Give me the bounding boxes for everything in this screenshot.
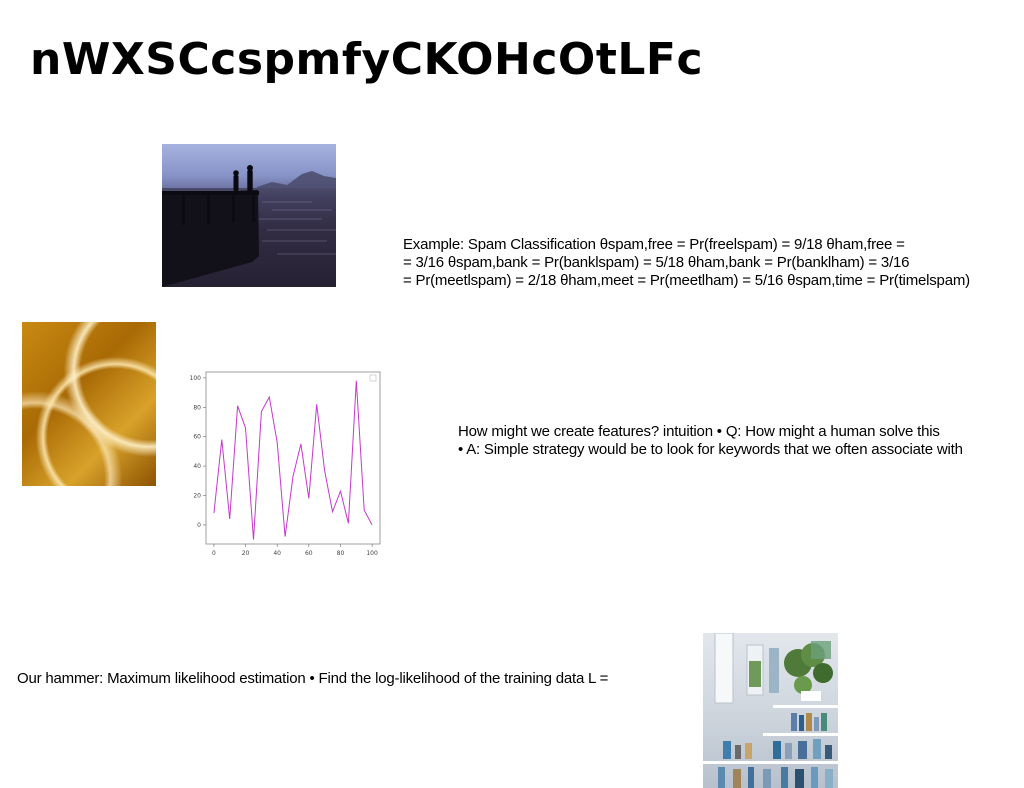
amber-abstract-photo [22,322,156,486]
spam-example-line: Example: Spam Classification θspam,free … [403,236,905,253]
x-tick-label: 80 [337,550,345,557]
features-line: How might we create features? intuition … [458,423,940,440]
slide-title: nWXSCcspmfyCKOHcOtLFc [30,34,704,85]
y-tick-label: 100 [190,375,202,382]
line-chart: 0 20 40 60 80 100 0 20 40 60 80 100 [186,366,386,567]
x-tick-label: 20 [242,550,250,557]
x-tick-label: 0 [212,550,216,557]
features-text: How might we create features? intuition … [458,423,963,459]
shop-photo [703,633,838,788]
series-line [213,380,373,540]
pier-photo-art [162,165,336,287]
y-tick-label: 60 [193,434,201,441]
y-tick-label: 80 [193,404,201,411]
x-tick-label: 100 [366,550,378,557]
pier-photo [162,144,336,287]
x-tick-label: 60 [305,550,313,557]
y-tick-label: 0 [197,522,201,529]
plot-frame [205,371,381,545]
y-tick-label: 40 [193,463,201,470]
line-chart-svg: 0 20 40 60 80 100 0 20 40 60 80 100 [190,371,381,557]
spam-example-line: = Pr(meetlspam) = 2/18 θham,meet = Pr(me… [403,272,970,289]
x-tick-label: 40 [273,550,281,557]
spam-example-line: = 3/16 θspam,bank = Pr(banklspam) = 5/18… [403,254,910,271]
y-tick-label: 20 [193,492,201,499]
hammer-line: Our hammer: Maximum likelihood estimatio… [17,670,609,687]
legend-box [369,374,377,382]
hammer-text: Our hammer: Maximum likelihood estimatio… [17,670,608,688]
spam-example-text: Example: Spam Classification θspam,free … [403,236,970,290]
features-line: • A: Simple strategy would be to look fo… [458,441,963,458]
shop-photo-art [703,633,838,788]
